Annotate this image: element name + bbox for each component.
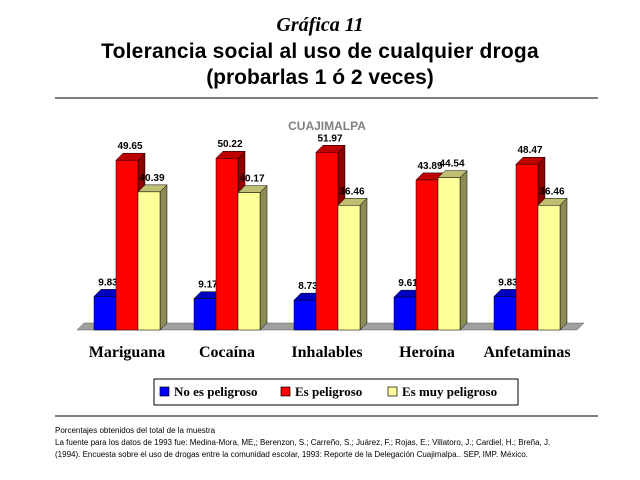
- data-label: 49.65: [117, 141, 142, 152]
- bar: [415, 179, 439, 331]
- legend-box: [153, 378, 519, 406]
- data-label: 48.47: [517, 145, 542, 156]
- data-label: 9.83: [498, 277, 518, 288]
- data-label: 8.73: [298, 281, 318, 292]
- bar: [237, 192, 261, 331]
- category-label: Inhalables: [291, 344, 362, 361]
- bar: [215, 157, 239, 331]
- bar-side: [459, 170, 468, 331]
- bar: [515, 163, 539, 331]
- bar: [537, 205, 561, 331]
- category-label: Mariguana: [89, 344, 165, 361]
- bar: [493, 296, 517, 331]
- bar: [337, 205, 361, 331]
- data-label: 9.83: [98, 277, 118, 288]
- top-divider: [55, 97, 598, 99]
- chart-title: CUAJIMALPA: [288, 119, 366, 133]
- bar-side: [559, 197, 568, 331]
- data-label: 44.54: [439, 159, 464, 170]
- figure-label: Gráfica 11: [276, 14, 364, 36]
- footnote-line: La fuente para los datos de 1993 fue: Me…: [55, 438, 551, 447]
- bar: [137, 191, 161, 331]
- legend-swatch: [387, 386, 398, 397]
- category-label: Heroína: [399, 344, 455, 361]
- data-label: 43.89: [417, 161, 442, 172]
- category-label: Cocaína: [199, 344, 255, 361]
- page-title: Tolerancia social al uso de cualquier dr…: [101, 40, 539, 63]
- bar-side: [359, 197, 368, 331]
- bar-side: [259, 185, 268, 331]
- footnote-line: (1994). Encuesta sobre el uso de drogas …: [55, 450, 528, 459]
- legend-swatch: [159, 386, 170, 397]
- data-label: 9.17: [198, 280, 218, 291]
- legend-label: Es peligroso: [295, 384, 362, 399]
- bar: [115, 159, 139, 331]
- bar: [315, 152, 339, 331]
- legend-swatch: [280, 386, 291, 397]
- data-label: 51.97: [317, 133, 342, 144]
- bar: [93, 296, 117, 331]
- bar-chart: CUAJIMALPA 9.83 9.17 8.73 9.61 9.83 49.65 50.22…: [76, 119, 585, 406]
- bar: [293, 299, 317, 331]
- bar: [393, 296, 417, 331]
- data-label: 40.39: [139, 173, 164, 184]
- legend-label: Es muy peligroso: [402, 384, 497, 399]
- footnotes: Porcentajes obtenidos del total de la mu…: [55, 425, 615, 461]
- data-label: 50.22: [217, 139, 242, 150]
- footnote-line: Porcentajes obtenidos del total de la mu…: [55, 426, 216, 435]
- bar-side: [159, 184, 168, 331]
- bar: [437, 177, 461, 331]
- bottom-divider: [55, 415, 598, 417]
- data-label: 9.61: [398, 278, 418, 289]
- category-label: Anfetaminas: [483, 344, 570, 361]
- page-subtitle: (probarlas 1 ó 2 veces): [206, 66, 434, 89]
- data-label: 40.17: [239, 174, 264, 185]
- data-label: 36.46: [339, 186, 364, 197]
- legend-label: No es peligroso: [174, 384, 258, 399]
- bar: [193, 298, 217, 331]
- data-label: 36.46: [539, 186, 564, 197]
